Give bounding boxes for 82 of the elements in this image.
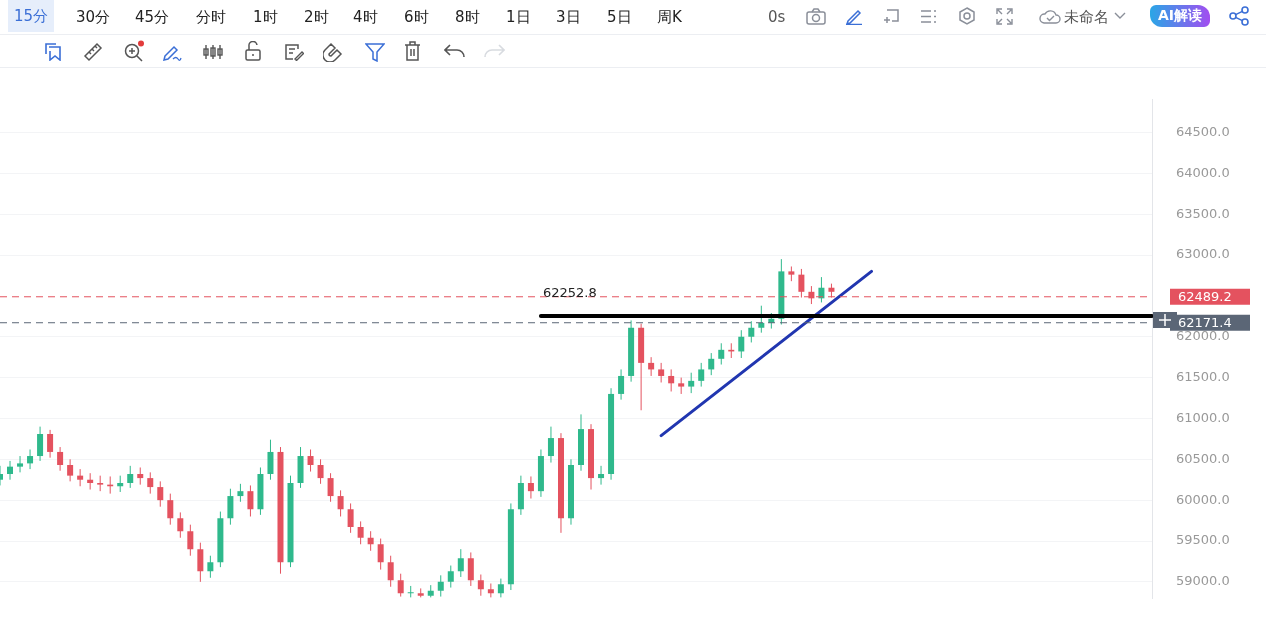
candlestick: [738, 329, 745, 359]
y-tick-label: 63000.0: [1176, 246, 1230, 262]
candlestick: [758, 305, 765, 334]
y-tick-label: 62000.0: [1176, 328, 1230, 344]
candlestick: [247, 484, 254, 517]
text: 分时: [196, 8, 226, 27]
candlestick: [127, 465, 134, 489]
candlestick: [337, 489, 344, 517]
candlestick: [167, 493, 174, 526]
candlestick: [618, 368, 625, 401]
text: 周K: [657, 8, 682, 27]
ref-line-label: 62489.2: [1178, 289, 1232, 305]
y-tick-label: 61000.0: [1176, 409, 1230, 425]
y-tick-label: 61500.0: [1176, 368, 1230, 384]
candlestick: [77, 468, 84, 487]
text: 45分: [135, 8, 170, 27]
candlestick: [317, 458, 324, 485]
text: 5日: [607, 8, 632, 27]
candlestick: [147, 471, 154, 495]
candlestick: [598, 465, 605, 486]
candlestick: [357, 520, 364, 545]
candlestick: [718, 342, 725, 366]
candlestick: [57, 446, 64, 472]
y-tick-label: 59500.0: [1176, 532, 1230, 548]
candlestick: [497, 578, 504, 598]
candlestick: [527, 475, 534, 500]
candlestick: [648, 356, 655, 377]
candlestick: [197, 542, 204, 583]
y-tick-label: 59000.0: [1176, 573, 1230, 589]
text: 2时: [304, 8, 329, 27]
y-tick-label: 63500.0: [1176, 205, 1230, 221]
candlestick: [668, 368, 675, 392]
candlestick: [698, 362, 705, 388]
candlestick: [457, 548, 464, 578]
candlestick: [27, 449, 34, 470]
text: 8时: [455, 8, 480, 27]
candlestick: [267, 439, 274, 481]
y-tick-label: 64000.0: [1176, 164, 1230, 180]
candlestick: [157, 480, 164, 508]
text: 1日: [506, 8, 531, 27]
candlestick: [397, 573, 404, 598]
candlestick: [7, 460, 14, 481]
candlestick: [207, 555, 214, 579]
text: 0s: [768, 8, 786, 26]
candlestick: [67, 458, 74, 482]
candlestick: [307, 449, 314, 473]
text: 1时: [253, 8, 278, 27]
candlestick: [177, 511, 184, 539]
text: 15分: [8, 0, 55, 32]
text: 4时: [353, 8, 378, 27]
candlestick: [377, 538, 384, 571]
candlestick: [367, 530, 374, 552]
candlestick: [407, 585, 414, 598]
candlestick: [347, 502, 354, 534]
candlestick: [437, 574, 444, 598]
candlestick: [327, 472, 334, 503]
candlestick: [187, 524, 194, 557]
candlestick: [798, 268, 805, 299]
candlestick: [17, 455, 24, 473]
text: 未命名: [1064, 8, 1109, 27]
text: 3日: [556, 8, 581, 27]
candlestick: [477, 574, 484, 597]
candlestick: [447, 565, 454, 589]
candlestick: [227, 488, 234, 526]
y-tick-label: 60000.0: [1176, 491, 1230, 507]
y-tick-label: 64500.0: [1176, 123, 1230, 139]
text: AI解读: [1150, 5, 1211, 27]
text: 6时: [404, 8, 429, 27]
candlestick: [487, 582, 494, 598]
y-tick-label: 60500.0: [1176, 450, 1230, 466]
text: 30分: [76, 8, 111, 27]
candlestick: [708, 352, 715, 376]
candlestick: [387, 555, 394, 588]
candlestick: [748, 320, 755, 343]
candlestick: [658, 362, 665, 383]
annotation: 62252.8: [542, 284, 597, 300]
ref-line-label: 62171.4: [1178, 315, 1232, 331]
candlestick: [688, 372, 695, 394]
candlestick: [547, 426, 554, 464]
candlestick: [37, 426, 44, 462]
candlestick: [47, 429, 54, 459]
candlestick: [467, 551, 474, 587]
